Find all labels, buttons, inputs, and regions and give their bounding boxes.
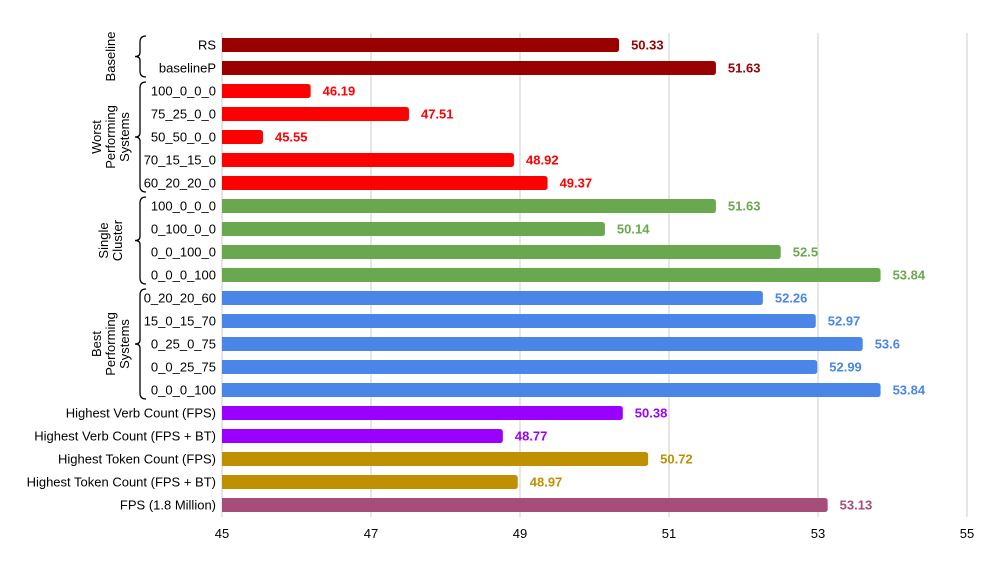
category-label: Highest Verb Count (FPS + BT) bbox=[34, 429, 216, 444]
data-label: 52.5 bbox=[793, 245, 818, 260]
bars bbox=[222, 38, 881, 512]
bar bbox=[222, 245, 781, 259]
bar bbox=[222, 130, 263, 144]
category-label: 0_0_100_0 bbox=[151, 245, 216, 260]
data-label: 50.72 bbox=[660, 452, 693, 467]
category-label: 50_50_0_0 bbox=[151, 130, 216, 145]
group-label-line: Systems bbox=[117, 112, 132, 162]
bar bbox=[222, 268, 881, 282]
bar bbox=[222, 153, 515, 167]
group-label-line: Systems bbox=[117, 319, 132, 369]
x-tick-label: 51 bbox=[662, 526, 676, 541]
bar bbox=[222, 498, 828, 512]
data-label: 52.99 bbox=[829, 360, 862, 375]
bar bbox=[222, 291, 763, 305]
category-label: 0_0_0_100 bbox=[151, 383, 216, 398]
data-label: 45.55 bbox=[275, 130, 308, 145]
group-label-line: Baseline bbox=[103, 32, 118, 82]
x-axis-tick-labels: 45 47 49 51 53 55 bbox=[215, 526, 974, 541]
bar bbox=[222, 452, 649, 466]
bar bbox=[222, 475, 518, 489]
bar bbox=[222, 406, 623, 420]
x-tick-label: 55 bbox=[960, 526, 974, 541]
bar bbox=[222, 84, 311, 98]
bar bbox=[222, 38, 620, 52]
category-label: baselineP bbox=[159, 61, 216, 76]
data-label: 47.51 bbox=[421, 107, 454, 122]
category-label: 0_0_0_100 bbox=[151, 268, 216, 283]
category-labels: RS baselineP 100_0_0_0 75_25_0_0 50_50_0_0 70… bbox=[27, 38, 217, 513]
x-tick-label: 53 bbox=[811, 526, 825, 541]
category-label: 0_20_20_60 bbox=[144, 291, 216, 306]
data-label: 48.92 bbox=[526, 153, 559, 168]
bar bbox=[222, 314, 816, 328]
data-label: 49.37 bbox=[560, 176, 593, 191]
group-label-line: Best bbox=[89, 331, 104, 357]
category-label: 100_0_0_0 bbox=[151, 199, 216, 214]
category-label: Highest Token Count (FPS) bbox=[58, 452, 216, 467]
group-label: SingleCluster bbox=[96, 219, 125, 261]
data-label: 50.38 bbox=[635, 406, 668, 421]
bar bbox=[222, 61, 716, 75]
data-label: 48.97 bbox=[530, 475, 563, 490]
data-label: 48.77 bbox=[515, 429, 548, 444]
category-label: 0_25_0_75 bbox=[151, 337, 216, 352]
group-brace bbox=[134, 196, 147, 285]
x-tick-label: 45 bbox=[215, 526, 229, 541]
data-label: 53.6 bbox=[875, 337, 900, 352]
bar bbox=[222, 176, 548, 190]
group-label-line: Performing bbox=[103, 312, 118, 376]
category-label: Highest Verb Count (FPS) bbox=[66, 406, 216, 421]
group-label-line: Cluster bbox=[110, 219, 125, 261]
category-label: 0_100_0_0 bbox=[151, 222, 216, 237]
category-label: 0_0_25_75 bbox=[151, 360, 216, 375]
group-label: BestPerformingSystems bbox=[89, 312, 132, 376]
category-label: 100_0_0_0 bbox=[151, 84, 216, 99]
x-tick-label: 49 bbox=[513, 526, 527, 541]
group-label: WorstPerformingSystems bbox=[89, 105, 132, 169]
group-brace bbox=[134, 35, 147, 78]
data-label: 52.26 bbox=[775, 291, 808, 306]
category-label: 75_25_0_0 bbox=[151, 107, 216, 122]
data-label: 53.84 bbox=[893, 268, 926, 283]
bar bbox=[222, 199, 716, 213]
data-label: 52.97 bbox=[828, 314, 861, 329]
data-label: 50.14 bbox=[617, 222, 650, 237]
bar bbox=[222, 222, 605, 236]
category-label: FPS (1.8 Million) bbox=[120, 498, 216, 513]
group-brace bbox=[134, 288, 147, 400]
bar bbox=[222, 107, 409, 121]
data-label: 53.13 bbox=[840, 498, 873, 513]
x-tick-label: 47 bbox=[364, 526, 378, 541]
category-label: 60_20_20_0 bbox=[144, 176, 216, 191]
category-label: RS bbox=[198, 38, 216, 53]
group-label-line: Performing bbox=[103, 105, 118, 169]
bar bbox=[222, 360, 818, 374]
data-label: 53.84 bbox=[893, 383, 926, 398]
bar bbox=[222, 429, 503, 443]
bar bbox=[222, 383, 881, 397]
group-braces: BaselineWorstPerformingSystemsSingleClus… bbox=[89, 32, 147, 400]
category-label: Highest Token Count (FPS + BT) bbox=[27, 475, 216, 490]
bar bbox=[222, 337, 863, 351]
data-label: 50.33 bbox=[631, 38, 664, 53]
group-label-line: Single bbox=[96, 222, 111, 258]
data-label: 46.19 bbox=[323, 84, 356, 99]
category-label: 70_15_15_0 bbox=[144, 153, 216, 168]
group-label: Baseline bbox=[103, 32, 118, 82]
data-label: 51.63 bbox=[728, 61, 761, 76]
category-label: 15_0_15_70 bbox=[144, 314, 216, 329]
group-label-line: Worst bbox=[89, 120, 104, 154]
data-label: 51.63 bbox=[728, 199, 761, 214]
group-brace bbox=[134, 81, 147, 193]
